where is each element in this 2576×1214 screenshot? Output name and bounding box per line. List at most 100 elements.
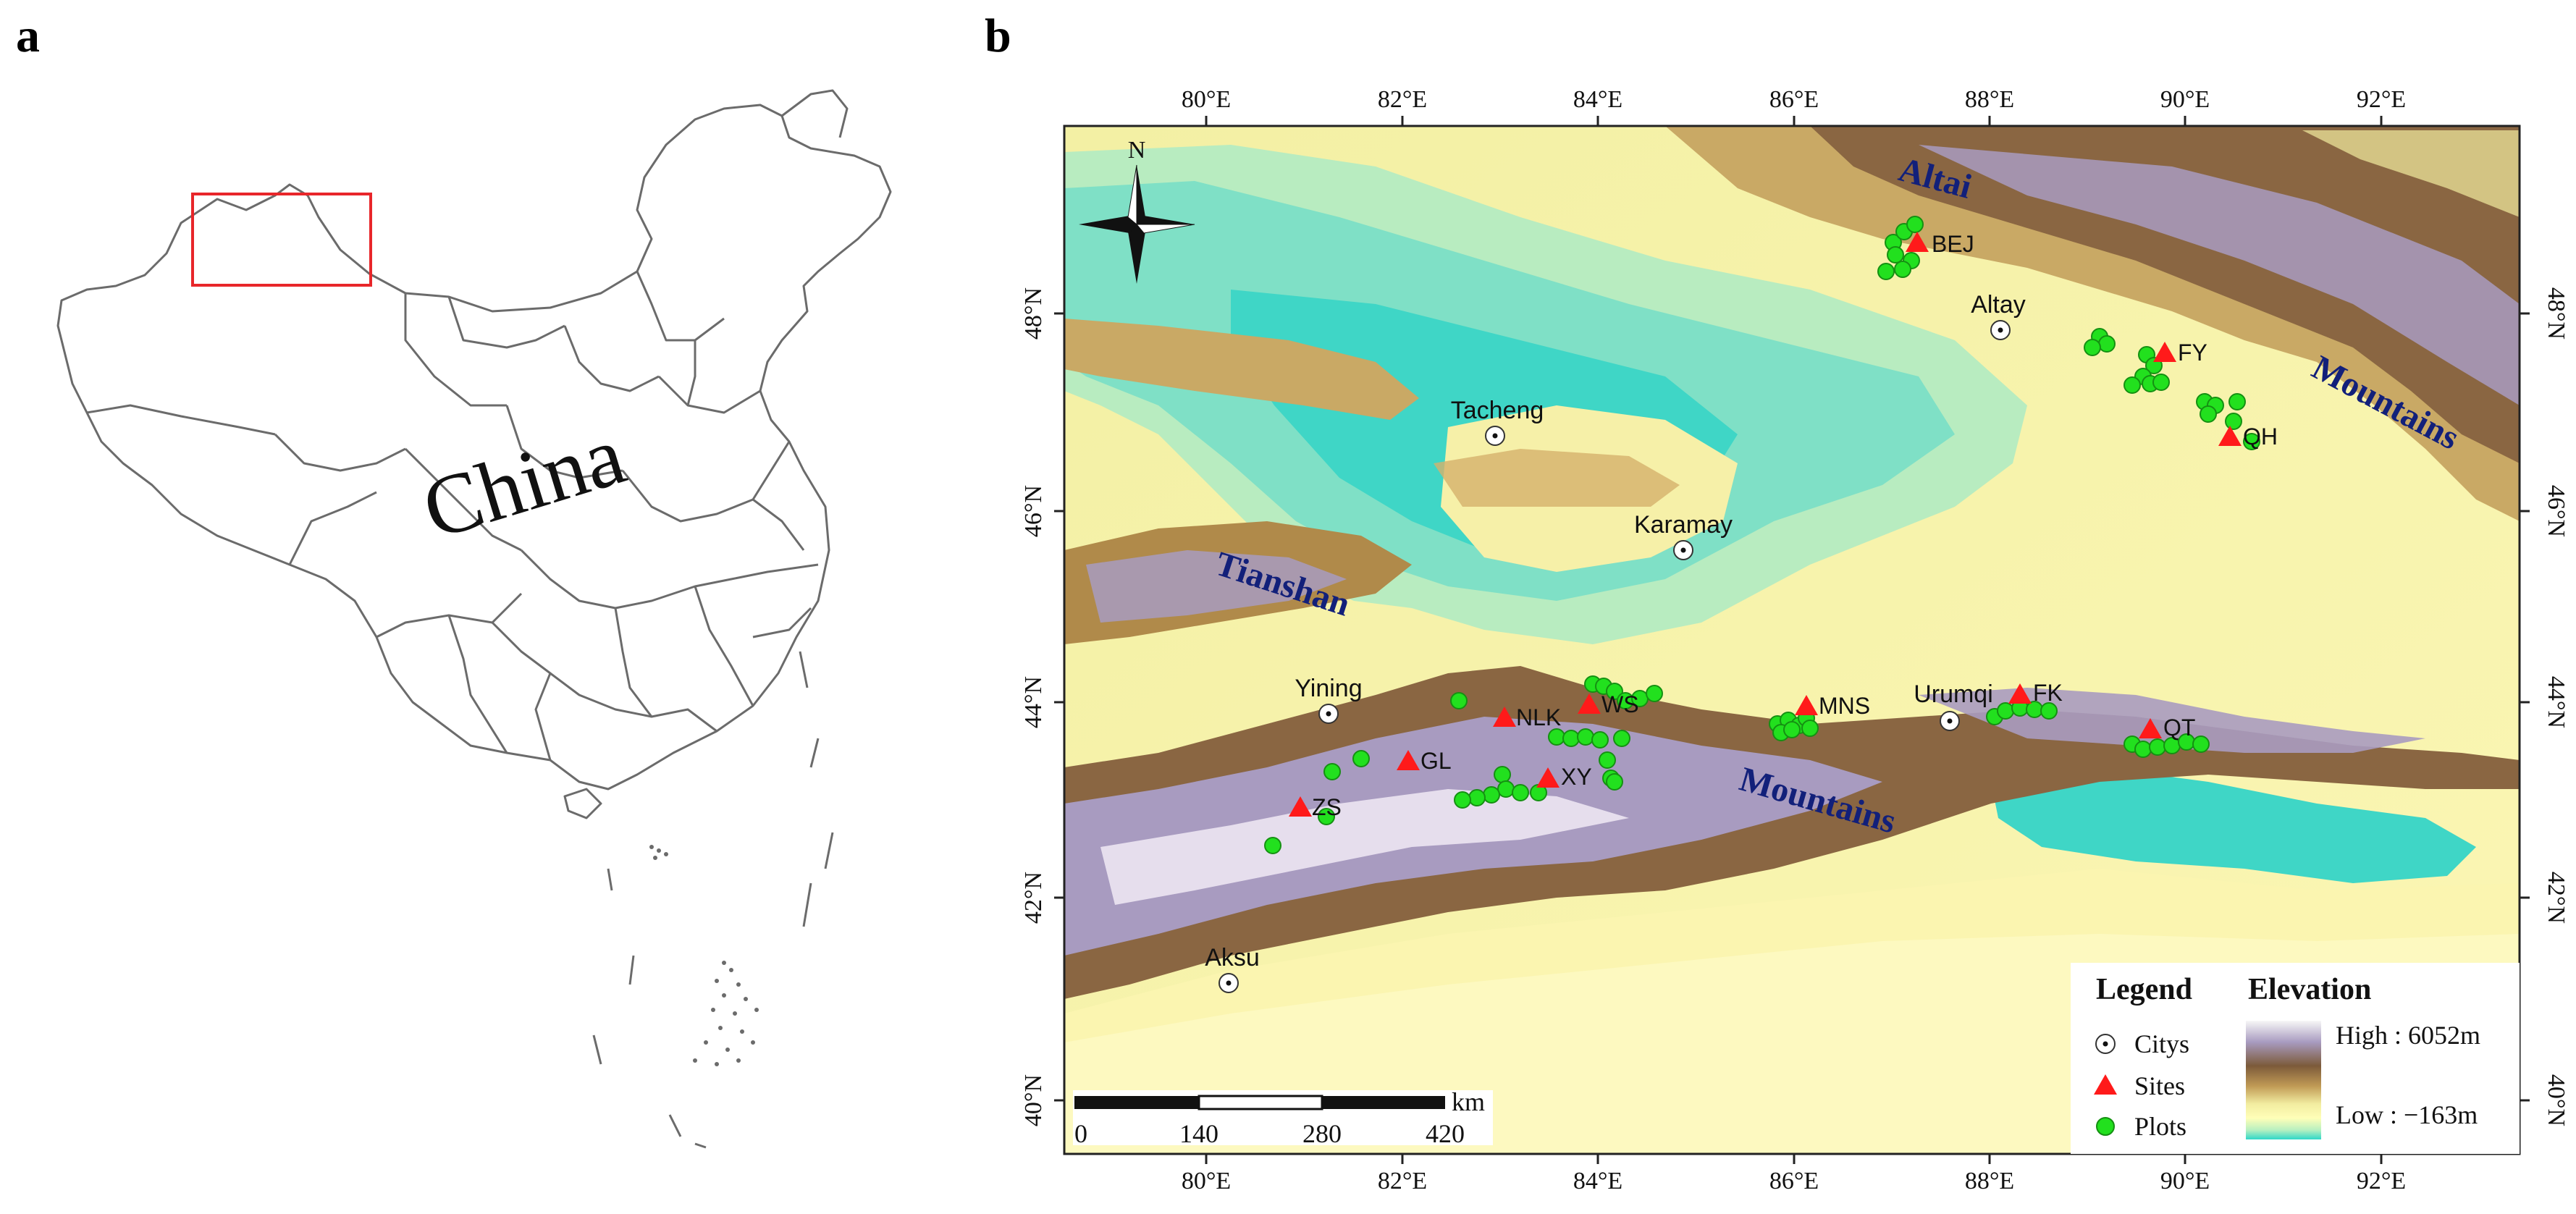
plot-marker (1454, 791, 1471, 809)
lon-label: 92°E (2357, 1168, 2406, 1194)
plot-marker (2084, 339, 2101, 356)
plot-marker (1352, 750, 1370, 767)
map-legend: Legend Citys Sites Plots Elevation High … (2071, 963, 2520, 1154)
site-label: FK (2033, 680, 2063, 706)
plot-marker (1646, 685, 1663, 702)
plot-marker (1906, 216, 1924, 233)
plot-marker (1468, 789, 1486, 806)
plot-marker (1606, 773, 1623, 791)
lat-label: 46°N (2543, 485, 2569, 537)
lat-label: 40°N (1020, 1074, 1047, 1126)
plot-marker (1783, 721, 1801, 738)
tick-marks (1054, 116, 2530, 1164)
city-labels: Altay Tacheng Karamay Yining Urumqi Aksu (1205, 291, 2026, 971)
china-locator-map: China (56, 89, 892, 1149)
plot-marker (2098, 335, 2116, 353)
lon-label: 80°E (1182, 1168, 1231, 1194)
lat-labels-right: 48°N 46°N 44°N 42°N 40°N (2543, 287, 2569, 1126)
scale-label: 420 (1426, 1119, 1465, 1148)
lon-label: 82°E (1378, 86, 1427, 113)
site-labels: BEJ FY QH WS NLK MNS FK QT GL XY ZS (1312, 231, 2278, 820)
city-marker-yining (1318, 704, 1339, 724)
site-label: NLK (1516, 704, 1561, 730)
site-label: XY (1561, 764, 1592, 790)
lon-label: 90°E (2160, 86, 2210, 113)
legend-label: Plots (2134, 1112, 2186, 1141)
plot-marker (2123, 376, 2141, 394)
plot-marker (1483, 786, 1500, 804)
city-label: Tacheng (1451, 397, 1544, 424)
study-area-box (191, 193, 372, 287)
site-marker-xy (1536, 767, 1560, 788)
site-marker-qt (2139, 718, 2162, 738)
site-label: MNS (1819, 693, 1870, 719)
legend-title: Legend (2096, 973, 2192, 1006)
plot-marker (1606, 683, 1623, 700)
city-label: Yining (1295, 675, 1362, 702)
site-marker-qh (2218, 426, 2242, 446)
plot-marker (1497, 780, 1515, 798)
lon-label: 82°E (1378, 1168, 1427, 1194)
plot-marker (1323, 763, 1341, 780)
lat-label: 42°N (1020, 872, 1047, 924)
city-marker-karamay (1673, 540, 1693, 560)
plot-marker (1562, 730, 1580, 747)
plot-marker (1877, 263, 1895, 280)
south-china-sea-islands (592, 651, 834, 1149)
city-marker-urumqi (1940, 711, 1960, 731)
plot-marker (2200, 405, 2217, 423)
lon-label: 86°E (1769, 86, 1819, 113)
plot-marker (2040, 702, 2058, 720)
plot-marker (1577, 728, 1594, 746)
lon-labels-top: 80°E 82°E 84°E 86°E 88°E 90°E 92°E (1182, 86, 2406, 113)
site-marker-fy (2153, 342, 2176, 362)
lat-label: 48°N (1020, 287, 1047, 340)
city-label: Altay (1971, 291, 2026, 319)
plot-marker (1512, 784, 1529, 801)
site-marker-fk (2008, 683, 2032, 704)
plot-marker (1887, 246, 1904, 264)
plot-markers (1264, 216, 2260, 854)
site-markers (1289, 232, 2242, 817)
lat-label: 44°N (2543, 676, 2569, 728)
north-arrow-label: N (1128, 137, 1146, 164)
lat-label: 46°N (1020, 485, 1047, 537)
legend-label: Sites (2134, 1071, 2185, 1100)
scale-label: 140 (1179, 1119, 1218, 1148)
legend-city-icon (2095, 1034, 2116, 1054)
lat-label: 48°N (2543, 287, 2569, 340)
panel-letter-b: b (985, 9, 1011, 62)
lon-label: 84°E (1573, 86, 1622, 113)
plot-marker (1613, 730, 1630, 747)
plot-marker (1318, 808, 1335, 825)
lon-label: 88°E (1965, 1168, 2014, 1194)
lat-label: 42°N (2543, 872, 2569, 924)
scale-bar: km 0 140 280 420 (1073, 1087, 1493, 1148)
plot-marker (2149, 738, 2166, 756)
lat-label: 44°N (1020, 676, 1047, 728)
lat-labels-left: 48°N 46°N 44°N 42°N 40°N (1020, 287, 1047, 1126)
plot-marker (1264, 837, 1281, 854)
lon-label: 92°E (2357, 86, 2406, 113)
panel-letter-a: a (16, 9, 40, 62)
map-frame (1063, 125, 2521, 1155)
site-marker-zs (1289, 796, 1312, 817)
plot-marker (1801, 720, 1819, 737)
plot-marker (2192, 735, 2210, 753)
scale-label: 0 (1074, 1119, 1087, 1148)
lat-label: 40°N (2543, 1074, 2569, 1126)
plot-marker (1548, 728, 1565, 746)
site-label: ZS (1312, 794, 1342, 820)
scale-unit: km (1452, 1087, 1485, 1116)
elevation-title: Elevation (2248, 973, 2371, 1006)
legend-plot-icon (2096, 1117, 2115, 1136)
city-marker-altay (1990, 320, 2011, 340)
elevation-low-label: Low : −163m (2336, 1100, 2478, 1129)
lon-labels-bottom: 80°E 82°E 84°E 86°E 88°E 90°E 92°E (1182, 1168, 2406, 1194)
plot-marker (2243, 433, 2260, 450)
plot-marker (1599, 751, 1616, 769)
lon-label: 90°E (2160, 1168, 2210, 1194)
site-label: QH (2243, 423, 2278, 450)
city-marker-tacheng (1485, 426, 1505, 446)
